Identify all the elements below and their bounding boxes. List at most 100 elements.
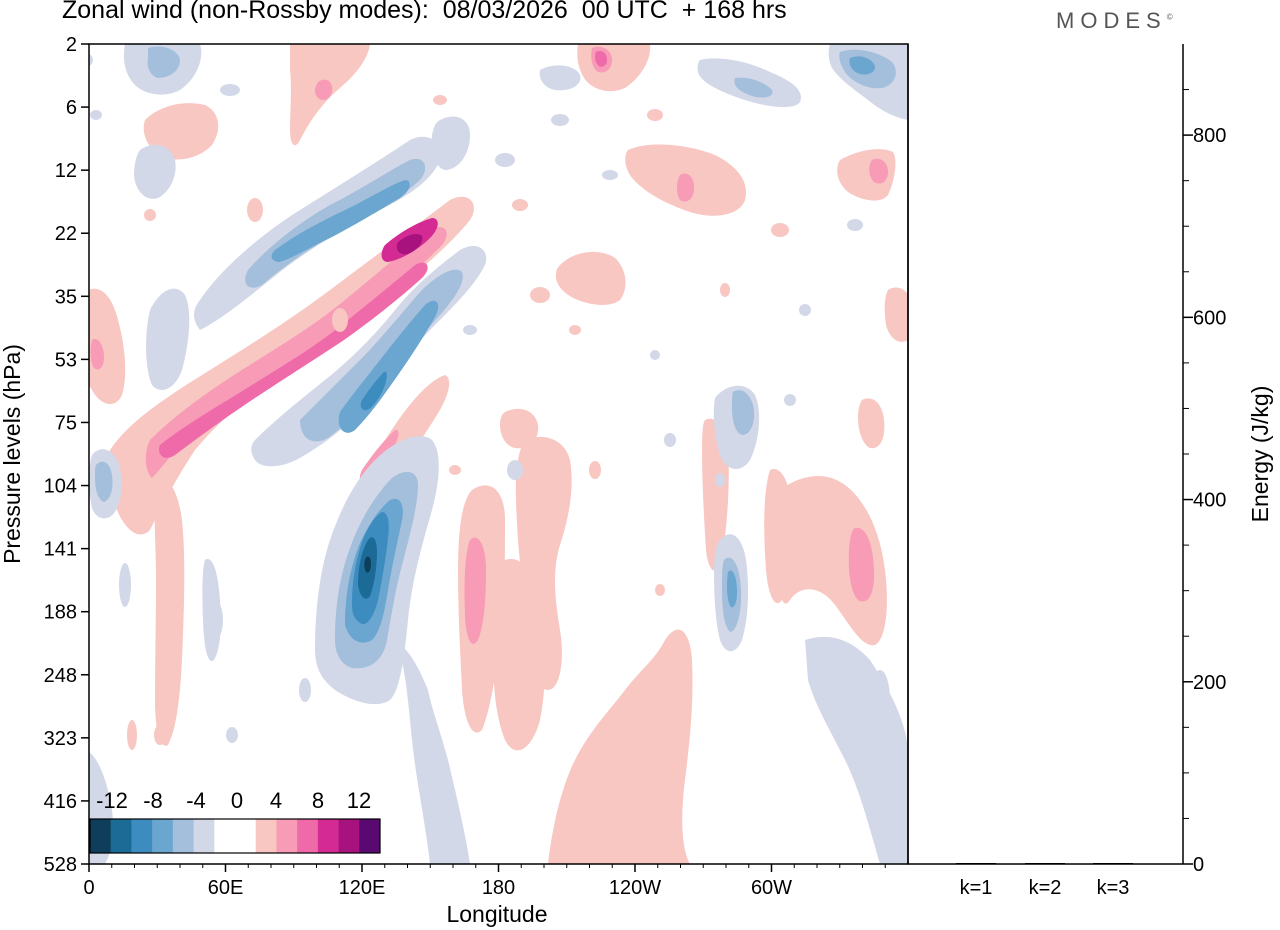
x-axis-label: Longitude — [446, 901, 547, 927]
contour-neg-20e — [146, 288, 190, 390]
energy-tick-label: 0 — [1193, 854, 1204, 876]
contour-speckle — [495, 153, 515, 167]
y-tick-label: 248 — [44, 665, 77, 687]
y-tick-label: 2 — [66, 34, 77, 56]
contour-speckle — [507, 460, 523, 480]
contour-pos-15e-column — [154, 479, 185, 746]
colorbar-label: 8 — [312, 788, 324, 813]
contour-speckle — [332, 308, 348, 332]
contour-speckle — [569, 325, 581, 335]
y-axis-label: Pressure levels (hPa) — [0, 344, 25, 564]
colorbar-label: 0 — [231, 788, 243, 813]
contour-speckle — [220, 84, 240, 96]
contour-speckle — [463, 325, 477, 335]
contour-speckle — [589, 461, 601, 479]
contour-fields — [89, 44, 908, 864]
contour-neg-top-20e-inner — [147, 46, 180, 78]
contour-neg-lower-mid — [395, 640, 470, 864]
colorbar-frame — [89, 818, 381, 854]
contour-speckle — [512, 199, 528, 211]
x-tick-label: 180 — [482, 877, 515, 899]
contour-pos-75-50e — [500, 408, 539, 449]
contour-speckle — [771, 223, 789, 237]
contour-speckle — [647, 109, 663, 121]
colorbar-label: 4 — [270, 788, 282, 813]
y-tick-label: 12 — [55, 160, 77, 182]
colorbar-label: -4 — [186, 788, 206, 813]
contour-speckle — [650, 350, 660, 360]
energy-bar — [1093, 863, 1133, 864]
energy-bar — [1025, 863, 1065, 864]
heatmap-background — [89, 44, 908, 864]
brand-text: MODES — [1056, 8, 1167, 33]
brand-mark: © — [1166, 12, 1173, 22]
energy-category-label: k=1 — [960, 877, 993, 899]
contour-pos-right-75 — [858, 398, 885, 449]
contour-jet-core — [364, 556, 371, 573]
contour-pos-right-35 — [884, 287, 908, 342]
colorbar-swatch — [214, 819, 236, 853]
contour-speckle — [154, 725, 166, 745]
contour-neg-70w-core — [726, 570, 737, 608]
energy-tick-label: 800 — [1193, 125, 1226, 147]
contour-speckle — [299, 678, 311, 702]
contour-pos-12-far-east-inner — [869, 158, 888, 184]
contour-speckle — [226, 727, 238, 743]
y-tick-label: 104 — [44, 476, 77, 498]
contour-speckle — [89, 54, 93, 66]
contour-speckle — [449, 465, 461, 475]
x-tick-label: 120W — [609, 877, 661, 899]
x-tick-label: 0 — [83, 877, 94, 899]
colorbar-labels: -12 -8 -4 0 4 8 12 — [96, 788, 371, 813]
colorbar-swatch — [317, 819, 340, 853]
energy-tick-label: 600 — [1193, 307, 1226, 329]
contour-pos-180-inner — [464, 537, 486, 644]
contour-pos-west-upper — [89, 288, 126, 405]
contour-speckle — [870, 670, 890, 730]
energy-axis-label: Energy (J/kg) — [1247, 386, 1273, 523]
contour-pos-20w-outer — [775, 475, 887, 646]
contour-pos-lower-120w — [548, 629, 693, 864]
contour-pos-20w-inner — [848, 527, 874, 602]
contour-speckle — [784, 394, 796, 406]
modes-logo: MODES© — [1056, 8, 1173, 34]
contour-neg-top-80w-inner — [734, 77, 773, 98]
contour-pos-30w — [764, 469, 793, 604]
contour-speckle — [247, 198, 263, 222]
contour-neg-top-east-core — [849, 56, 876, 75]
y-tick-label: 35 — [55, 286, 77, 308]
y-tick-label: 323 — [44, 728, 77, 750]
contour-neg-70w-upper-inner — [732, 390, 755, 435]
energy-bars: k=1 k=2 k=3 — [956, 863, 1133, 899]
colorbar-swatch — [131, 819, 153, 853]
colorbar-label: -8 — [143, 788, 163, 813]
colorbar-swatch — [235, 819, 257, 853]
contour-speckle — [847, 219, 863, 231]
y-tick-label: 188 — [44, 602, 77, 624]
contour-speckle — [551, 114, 569, 126]
x-tick-label: 120E — [339, 877, 386, 899]
colorbar-swatch — [172, 819, 195, 853]
chart-title: Zonal wind (non-Rossby modes): 08/03/202… — [62, 0, 787, 24]
contour-pos-upper-left-12 — [143, 103, 219, 160]
contour-speckle — [655, 584, 665, 596]
colorbar-swatch — [255, 819, 277, 853]
energy-bar — [956, 863, 996, 864]
y-tick-label: 22 — [55, 223, 77, 245]
contour-speckles — [89, 54, 890, 750]
contour-speckle — [90, 110, 102, 120]
contour-neg-upper-left-12 — [134, 144, 176, 199]
energy-tick-label: 400 — [1193, 490, 1226, 512]
colorbar: -12 -8 -4 0 4 8 12 — [89, 788, 381, 854]
energy-panel — [907, 44, 1184, 865]
contour-pos-lower-170w — [493, 559, 545, 751]
y-tick-label: 6 — [66, 97, 77, 119]
colorbar-label: -12 — [96, 788, 128, 813]
contour-pos-upper-left-top-inner — [315, 79, 333, 100]
contour-speckle — [119, 563, 131, 607]
x-tick-label: 60E — [208, 877, 244, 899]
contour-speckle — [602, 170, 618, 180]
x-axis: 0 60E 120E 180 120W 60W — [83, 864, 886, 899]
contour-speckle — [799, 304, 811, 316]
